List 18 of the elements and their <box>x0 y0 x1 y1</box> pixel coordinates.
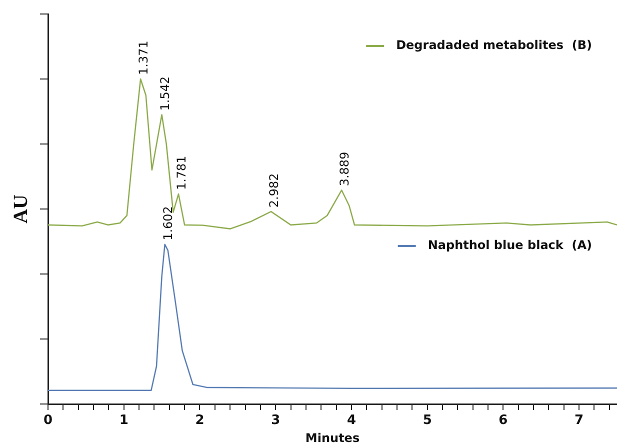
legend-label: Degradaded metabolites (B) <box>396 38 592 52</box>
annotation: 1.781 <box>174 156 189 190</box>
x-tick-label: 3 <box>271 413 280 428</box>
x-tick-label: 7 <box>574 413 584 428</box>
x-tick-label: 0 <box>43 413 53 428</box>
y-axis-title: AU <box>10 194 32 224</box>
annotation: 1.602 <box>160 206 175 240</box>
x-tick-label: 2 <box>195 413 204 428</box>
x-tick-label: 6 <box>498 413 508 428</box>
annotation: 3.889 <box>338 152 352 186</box>
x-tick-label: 1 <box>119 413 128 428</box>
legend-label: Naphthol blue black (A) <box>428 238 592 252</box>
annotation: 1.371 <box>136 40 151 75</box>
x-tick-label: 5 <box>422 413 432 428</box>
annotation: 2.982 <box>267 173 282 208</box>
x-axis-title: Minutes <box>305 430 360 445</box>
x-tick-label: 4 <box>346 413 356 428</box>
annotation: 1.542 <box>158 76 172 111</box>
